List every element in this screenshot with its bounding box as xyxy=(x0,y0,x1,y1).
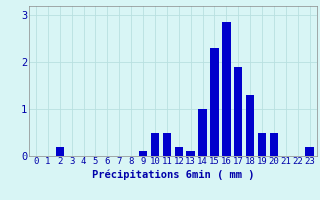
Bar xyxy=(163,133,171,156)
Bar xyxy=(175,147,183,156)
Bar xyxy=(246,95,254,156)
Bar xyxy=(56,147,64,156)
Bar xyxy=(139,151,147,156)
Bar xyxy=(270,133,278,156)
Bar xyxy=(210,48,219,156)
Bar xyxy=(222,22,230,156)
Bar xyxy=(187,151,195,156)
X-axis label: Précipitations 6min ( mm ): Précipitations 6min ( mm ) xyxy=(92,169,254,180)
Bar xyxy=(234,67,243,156)
Bar xyxy=(258,133,266,156)
Bar xyxy=(198,109,207,156)
Bar xyxy=(151,133,159,156)
Bar xyxy=(306,147,314,156)
